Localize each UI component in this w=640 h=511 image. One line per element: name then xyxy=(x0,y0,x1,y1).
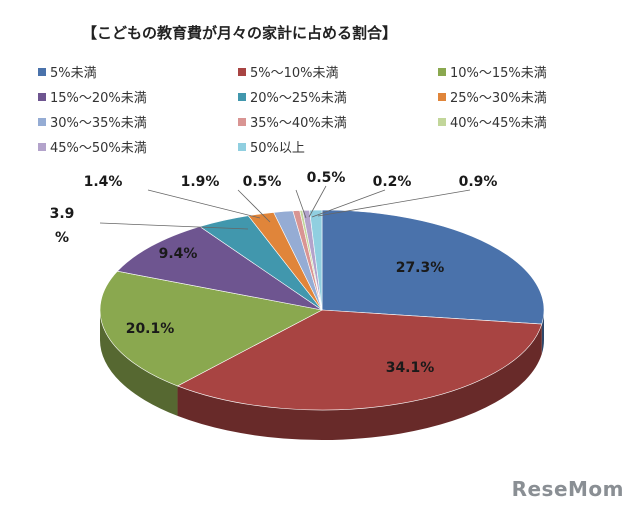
legend-item: 25%〜30%未満 xyxy=(438,87,547,106)
legend-label: 20%〜25%未満 xyxy=(250,91,347,106)
data-labels: 27.3% 34.1% 20.1% 9.4% 3.9% 1.9% 1.4% 0.5% 0.2% 0… xyxy=(50,170,498,376)
legend-swatch xyxy=(38,118,46,126)
legend-item: 30%〜35%未満 xyxy=(38,112,147,131)
legend-label: 40%〜45%未満 xyxy=(450,116,547,131)
data-label: 0.9% xyxy=(459,174,498,190)
legend-swatch xyxy=(438,93,446,101)
leader-line xyxy=(311,189,386,218)
leader-line xyxy=(317,189,471,217)
pie-slice-side xyxy=(541,310,544,355)
legend-swatch xyxy=(438,118,446,126)
data-label: 0.2% xyxy=(373,174,412,190)
legend-label: 5%〜10%未満 xyxy=(250,66,339,81)
pie-sides xyxy=(100,310,544,440)
data-label: 34.1% xyxy=(386,360,435,376)
pie-slice xyxy=(309,209,323,311)
legend-item: 40%〜45%未満 xyxy=(438,112,547,131)
data-label: 20.1% xyxy=(126,321,175,337)
legend-item: 50%以上 xyxy=(238,137,305,156)
legend-label: 50%以上 xyxy=(250,141,305,156)
legend-item: 10%〜15%未満 xyxy=(438,62,547,81)
legend-swatch xyxy=(38,143,46,151)
legend-item: 20%〜25%未満 xyxy=(238,87,347,106)
data-label: 27.3% xyxy=(396,260,445,276)
leader-line xyxy=(237,189,271,223)
resemom-logo: ReseMom xyxy=(511,477,624,501)
legend-swatch xyxy=(438,68,446,76)
legend-item: 5%未満 xyxy=(38,62,97,81)
chart-title: 【こどもの教育費が月々の家計に占める割合】 xyxy=(82,24,398,42)
legend-item: 15%〜20%未満 xyxy=(38,87,147,106)
leader-line xyxy=(308,185,327,218)
data-label: 9.4% xyxy=(159,246,198,262)
pie-top xyxy=(99,209,545,411)
legend-swatch xyxy=(238,118,246,126)
leader-line xyxy=(99,222,249,230)
legend-swatch xyxy=(238,93,246,101)
data-label: 1.4% xyxy=(84,174,123,190)
data-label: % xyxy=(55,230,69,246)
pie-slice xyxy=(321,209,545,325)
legend-item: 45%〜50%未満 xyxy=(38,137,147,156)
legend-label: 45%〜50%未満 xyxy=(50,141,147,156)
legend-label: 35%〜40%未満 xyxy=(250,116,347,131)
legend-label: 15%〜20%未満 xyxy=(50,91,147,106)
leader-line xyxy=(147,189,261,219)
legend-item: 35%〜40%未満 xyxy=(238,112,347,131)
data-label: 1.9% xyxy=(181,174,220,190)
pie-slice xyxy=(176,309,543,411)
legend-swatch xyxy=(38,93,46,101)
pie-slice-side xyxy=(100,310,178,416)
legend: 5%未満 5%〜10%未満 10%〜15%未満 15%〜20%未満 20%〜25%未満 2… xyxy=(38,62,598,162)
pie-slice-side xyxy=(177,324,542,440)
legend-swatch xyxy=(238,68,246,76)
legend-label: 30%〜35%未満 xyxy=(50,116,147,131)
data-label: 3.9 xyxy=(50,206,75,222)
leader-line xyxy=(295,189,307,219)
legend-label: 5%未満 xyxy=(50,66,97,81)
legend-item: 5%〜10%未満 xyxy=(238,62,339,81)
legend-swatch xyxy=(238,143,246,151)
legend-label: 10%〜15%未満 xyxy=(450,66,547,81)
pie-slice xyxy=(116,226,323,311)
legend-label: 25%〜30%未満 xyxy=(450,91,547,106)
data-label: 0.5% xyxy=(243,174,282,190)
pie-slice xyxy=(99,270,323,387)
data-label: 0.5% xyxy=(307,170,346,186)
legend-swatch xyxy=(38,68,46,76)
